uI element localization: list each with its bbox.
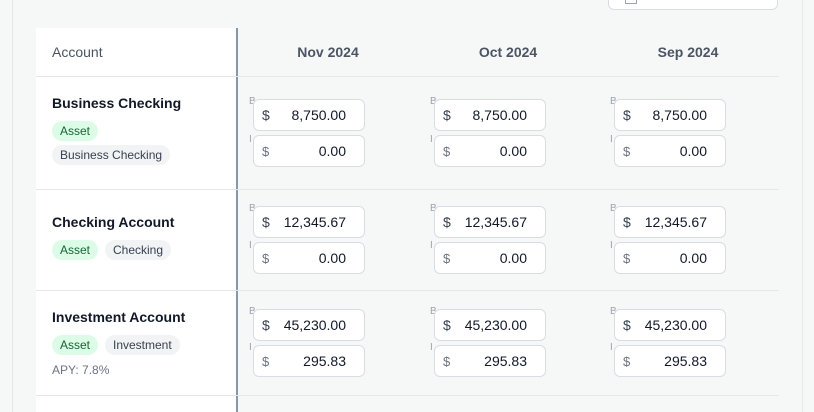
- interest-marker: I: [610, 342, 613, 353]
- interest-input[interactable]: $295.83: [614, 345, 726, 377]
- calendar-icon: [625, 0, 637, 4]
- interest-input[interactable]: $0.00: [614, 242, 726, 274]
- currency-symbol: $: [623, 144, 631, 159]
- interest-marker: I: [249, 342, 252, 353]
- interest-value: 295.83: [484, 353, 527, 369]
- balance-value: 12,345.67: [644, 214, 707, 230]
- balance-marker: B: [610, 96, 617, 107]
- panel-border: [12, 0, 13, 412]
- balance-value: 12,345.67: [283, 214, 346, 230]
- balance-input[interactable]: $12,345.67: [434, 206, 546, 238]
- row-divider: [36, 76, 779, 77]
- interest-value: 0.00: [499, 250, 527, 266]
- asset-badge: Asset: [52, 335, 99, 355]
- account-name: Investment Account: [52, 309, 186, 325]
- currency-symbol: $: [443, 354, 451, 369]
- currency-symbol: $: [443, 144, 451, 159]
- account-type-badge: Investment: [105, 335, 180, 355]
- currency-symbol: $: [623, 251, 631, 266]
- balance-input[interactable]: $8,750.00: [434, 99, 546, 131]
- balance-value: 8,750.00: [472, 107, 528, 123]
- currency-symbol: $: [623, 317, 631, 333]
- month-header: Nov 2024: [297, 44, 359, 60]
- currency-symbol: $: [443, 317, 451, 333]
- interest-marker: I: [610, 240, 613, 251]
- balance-value: 8,750.00: [652, 107, 708, 123]
- balance-marker: B: [430, 306, 437, 317]
- interest-marker: I: [249, 134, 252, 145]
- interest-marker: I: [430, 240, 433, 251]
- asset-badge: Asset: [52, 240, 99, 260]
- balance-marker: B: [249, 96, 256, 107]
- currency-symbol: $: [262, 317, 270, 333]
- interest-marker: I: [430, 134, 433, 145]
- currency-symbol: $: [262, 107, 270, 123]
- panel-border: [802, 0, 803, 412]
- balance-input[interactable]: $8,750.00: [614, 99, 726, 131]
- balance-value: 45,230.00: [644, 317, 707, 333]
- month-header: Oct 2024: [478, 44, 538, 60]
- account-column-header: Account: [52, 44, 103, 60]
- balance-marker: B: [430, 203, 437, 214]
- row-divider: [36, 395, 779, 396]
- row-divider: [36, 290, 779, 291]
- row-divider: [36, 189, 779, 190]
- currency-symbol: $: [623, 214, 631, 230]
- interest-marker: I: [610, 134, 613, 145]
- currency-symbol: $: [443, 214, 451, 230]
- currency-symbol: $: [262, 144, 270, 159]
- account-name: Checking Account: [52, 214, 175, 230]
- balance-marker: B: [249, 203, 256, 214]
- balance-marker: B: [430, 96, 437, 107]
- column-divider: [236, 28, 238, 412]
- balance-input[interactable]: $45,230.00: [434, 309, 546, 341]
- currency-symbol: $: [623, 107, 631, 123]
- balance-value: 45,230.00: [464, 317, 527, 333]
- interest-value: 0.00: [318, 250, 346, 266]
- currency-symbol: $: [443, 107, 451, 123]
- currency-symbol: $: [262, 354, 270, 369]
- toolbar-button[interactable]: [608, 0, 778, 10]
- balance-input[interactable]: $8,750.00: [253, 99, 365, 131]
- interest-input[interactable]: $295.83: [253, 345, 365, 377]
- balance-input[interactable]: $12,345.67: [614, 206, 726, 238]
- asset-badge: Asset: [52, 121, 99, 141]
- interest-value: 0.00: [318, 143, 346, 159]
- interest-marker: I: [430, 342, 433, 353]
- interest-input[interactable]: $295.83: [434, 345, 546, 377]
- balance-value: 8,750.00: [291, 107, 347, 123]
- interest-value: 295.83: [303, 353, 346, 369]
- balance-marker: B: [249, 306, 256, 317]
- account-type-badge: Checking: [105, 240, 172, 260]
- account-type-badge: Business Checking: [52, 145, 171, 165]
- currency-symbol: $: [443, 251, 451, 266]
- interest-value: 0.00: [499, 143, 527, 159]
- balance-input[interactable]: $45,230.00: [253, 309, 365, 341]
- currency-symbol: $: [262, 251, 270, 266]
- balance-input[interactable]: $12,345.67: [253, 206, 365, 238]
- interest-input[interactable]: $0.00: [253, 135, 365, 167]
- balance-value: 45,230.00: [283, 317, 346, 333]
- balance-value: 12,345.67: [464, 214, 527, 230]
- interest-value: 295.83: [664, 353, 707, 369]
- interest-value: 0.00: [679, 250, 707, 266]
- interest-input[interactable]: $0.00: [434, 135, 546, 167]
- interest-marker: I: [249, 240, 252, 251]
- account-name: Business Checking: [52, 95, 182, 111]
- balance-marker: B: [610, 203, 617, 214]
- balance-input[interactable]: $45,230.00: [614, 309, 726, 341]
- interest-input[interactable]: $0.00: [614, 135, 726, 167]
- interest-input[interactable]: $0.00: [434, 242, 546, 274]
- currency-symbol: $: [262, 214, 270, 230]
- balance-marker: B: [610, 306, 617, 317]
- apy-label: APY: 7.8%: [52, 363, 110, 377]
- currency-symbol: $: [623, 354, 631, 369]
- month-header: Sep 2024: [657, 44, 719, 60]
- interest-input[interactable]: $0.00: [253, 242, 365, 274]
- interest-value: 0.00: [679, 143, 707, 159]
